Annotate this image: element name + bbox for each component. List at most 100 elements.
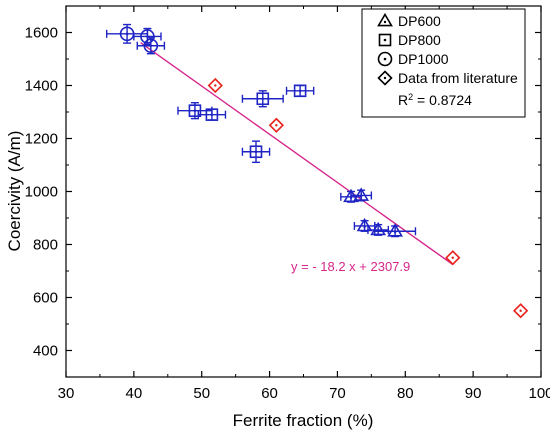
marker-center: [519, 309, 522, 312]
marker-shape: [377, 12, 393, 27]
legend-r-squared: R2 = 0.8724: [398, 92, 472, 108]
x-tick-label: 40: [126, 385, 143, 402]
data-point: [136, 37, 166, 55]
marker-shape: [268, 117, 284, 133]
marker-center: [363, 225, 366, 229]
point-marker: [356, 217, 373, 232]
series-data-from-literature: [207, 77, 529, 319]
point-marker: [143, 38, 159, 54]
y-tick-label: 1200: [25, 131, 58, 148]
legend-marker: [377, 12, 393, 27]
marker-center: [359, 195, 363, 198]
x-tick-label: 30: [58, 385, 75, 402]
y-tick-label: 1400: [25, 78, 58, 95]
legend-item: Data from literature: [377, 70, 518, 86]
legend: DP600 DP800 DP1000 Data from literature R2 …: [361, 8, 526, 118]
y-tick-label: 1600: [25, 25, 58, 42]
data-point: [353, 217, 376, 232]
r-squared-superscript: 2: [408, 92, 413, 102]
y-tick-label: 600: [33, 290, 58, 307]
marker-shape: [445, 250, 461, 266]
data-point: [241, 90, 284, 108]
marker-shape: [353, 187, 370, 201]
marker-shape: [293, 84, 307, 98]
ticks-layer: 30 40 50 60 70 80 90 100 400 600 800 1000 1200 1400 16…: [25, 5, 550, 402]
marker-shape: [140, 29, 155, 44]
x-tick-label: 100: [528, 385, 550, 402]
fit-equation: y = - 18.2 x + 2307.9: [291, 259, 410, 274]
legend-items: DP600 DP800 DP1000 Data from literature: [377, 12, 518, 86]
marker-shape: [513, 303, 529, 319]
x-tick-label: 80: [397, 385, 414, 402]
data-point: [285, 84, 315, 98]
x-tick-label: 70: [329, 385, 346, 402]
marker-center: [254, 150, 258, 154]
legend-label: DP1000: [398, 51, 449, 67]
marker-center: [383, 57, 387, 61]
point-marker: [268, 117, 284, 133]
marker-center: [451, 256, 454, 259]
marker-center: [214, 84, 217, 87]
marker-center: [210, 113, 214, 116]
legend-marker: [377, 70, 393, 86]
series-dp1000: [106, 23, 166, 55]
marker-shape: [188, 104, 202, 117]
data-point: [350, 187, 373, 202]
data-point: [133, 27, 162, 46]
fit-line: [140, 42, 454, 266]
legend-label: DP800: [398, 32, 441, 48]
marker-shape: [356, 217, 373, 232]
point-marker: [445, 250, 461, 266]
legend-label: Data from literature: [398, 70, 518, 86]
marker-shape: [205, 108, 219, 121]
marker-center: [193, 109, 197, 112]
point-marker: [513, 303, 529, 319]
fit-layer: [140, 42, 454, 266]
legend-item: DP600: [377, 12, 441, 29]
legend-item: DP800: [378, 32, 441, 48]
marker-shape: [207, 77, 223, 94]
legend-marker: [377, 51, 393, 67]
data-point: [374, 223, 417, 238]
point-marker: [205, 108, 219, 121]
marker-shape: [377, 70, 393, 86]
series-dp600: [340, 187, 417, 238]
point-marker: [353, 187, 370, 201]
point-marker: [188, 104, 202, 117]
marker-center: [383, 76, 387, 80]
data-point: [445, 250, 461, 266]
point-marker: [293, 84, 307, 98]
data-point: [268, 117, 284, 133]
x-tick-label: 90: [465, 385, 482, 402]
data-point: [241, 140, 271, 164]
x-axis-title: Ferrite fraction (%): [233, 411, 374, 430]
marker-center: [393, 231, 397, 234]
r-squared-value: = 0.8724: [413, 92, 472, 108]
marker-shape: [256, 92, 270, 106]
data-point: [197, 108, 227, 121]
marker-center: [149, 44, 153, 48]
x-tick-label: 50: [193, 385, 210, 402]
series-dp800: [177, 84, 315, 164]
r-squared-label: R: [398, 92, 408, 108]
marker-center: [275, 124, 278, 127]
y-tick-label: 1000: [25, 184, 58, 201]
data-point: [513, 303, 529, 319]
point-marker: [249, 145, 263, 159]
marker-center: [383, 38, 387, 42]
marker-shape: [377, 51, 393, 67]
marker-center: [298, 89, 302, 93]
legend-label: DP600: [398, 13, 441, 29]
data-layer: [106, 23, 529, 319]
y-tick-label: 800: [33, 237, 58, 254]
y-axis-title: Coercivity (A/m): [5, 131, 24, 252]
marker-shape: [143, 38, 159, 54]
marker-shape: [387, 223, 404, 237]
marker-center: [261, 97, 265, 101]
point-marker: [207, 77, 223, 94]
legend-item: DP1000: [377, 51, 449, 67]
marker-shape: [378, 33, 392, 47]
point-marker: [256, 92, 270, 106]
marker-center: [125, 32, 129, 36]
